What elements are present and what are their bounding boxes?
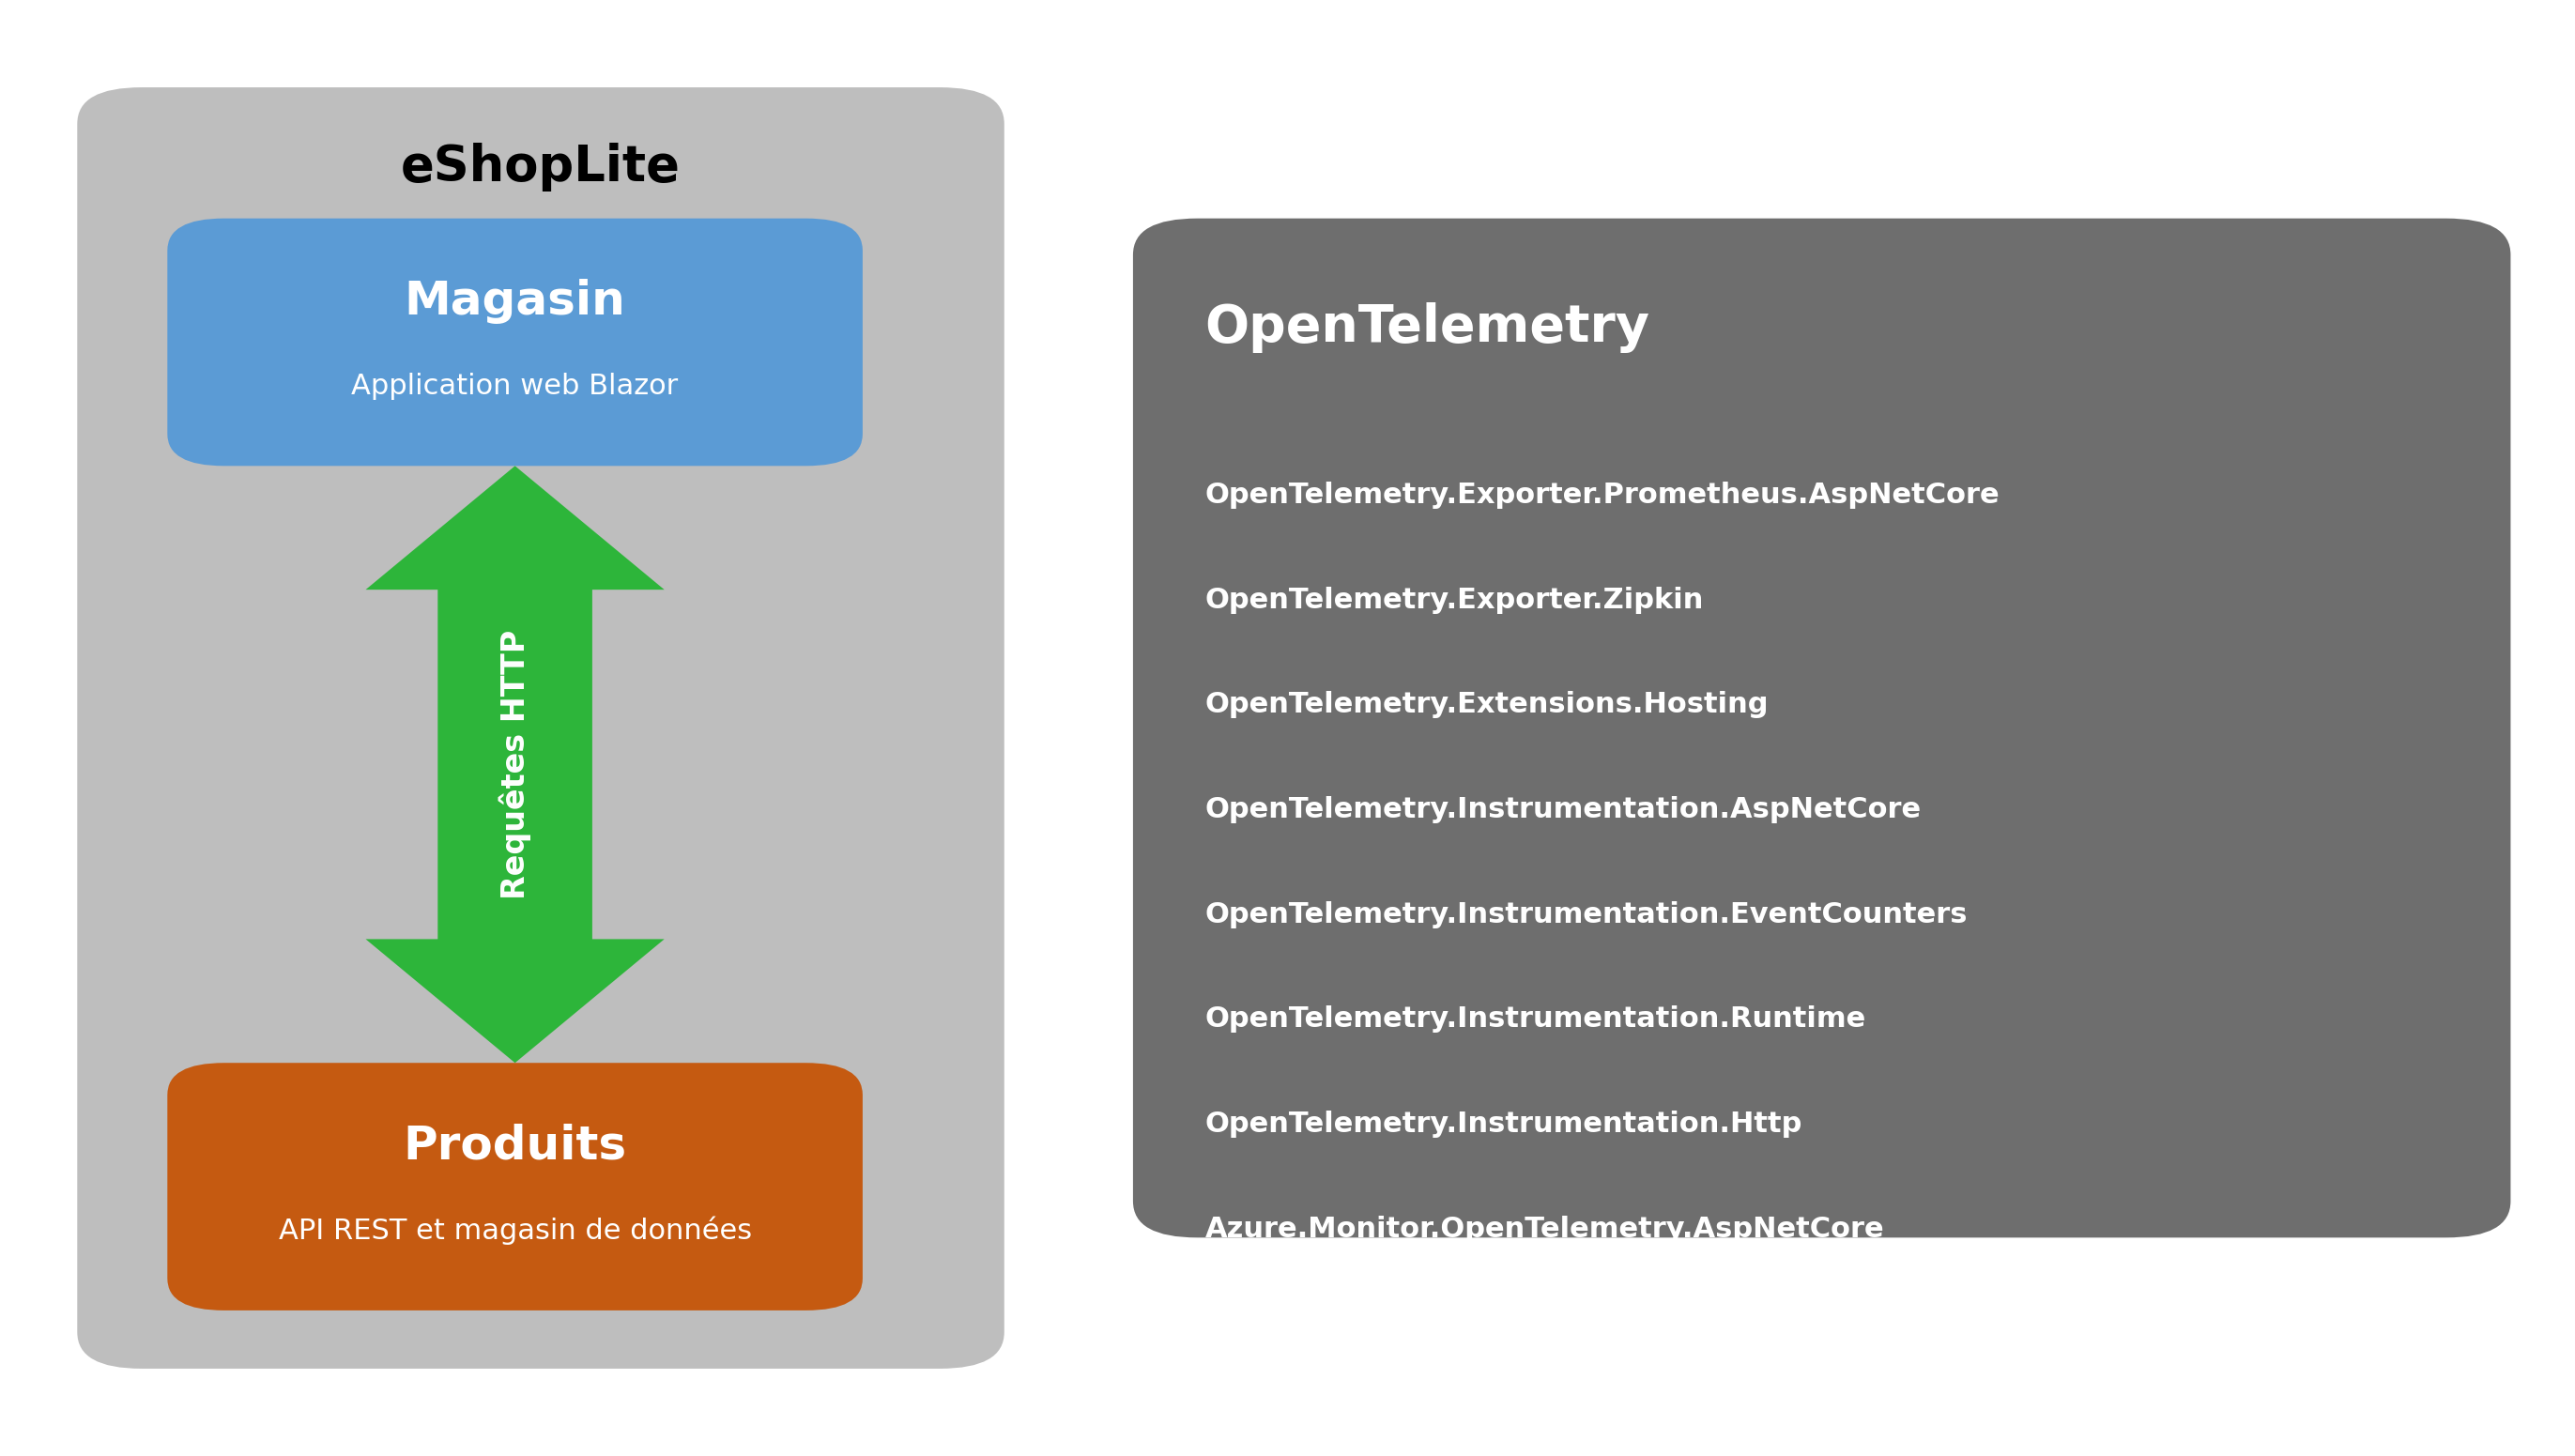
Text: OpenTelemetry.Instrumentation.Http: OpenTelemetry.Instrumentation.Http <box>1205 1111 1802 1137</box>
Text: eShopLite: eShopLite <box>402 143 680 192</box>
Text: Application web Blazor: Application web Blazor <box>353 373 677 399</box>
FancyBboxPatch shape <box>167 218 863 466</box>
Text: Produits: Produits <box>404 1124 626 1168</box>
Text: OpenTelemetry.Instrumentation.Runtime: OpenTelemetry.Instrumentation.Runtime <box>1205 1006 1867 1032</box>
Text: OpenTelemetry: OpenTelemetry <box>1205 303 1651 352</box>
Text: Requêtes HTTP: Requêtes HTTP <box>500 629 530 900</box>
Text: OpenTelemetry.Instrumentation.EventCounters: OpenTelemetry.Instrumentation.EventCount… <box>1205 901 1967 927</box>
FancyBboxPatch shape <box>167 1063 863 1310</box>
Text: Magasin: Magasin <box>404 280 626 323</box>
Text: OpenTelemetry.Extensions.Hosting: OpenTelemetry.Extensions.Hosting <box>1205 692 1769 718</box>
FancyBboxPatch shape <box>77 87 1004 1369</box>
Text: OpenTelemetry.Exporter.Zipkin: OpenTelemetry.Exporter.Zipkin <box>1205 587 1705 613</box>
Text: Azure.Monitor.OpenTelemetry.AspNetCore: Azure.Monitor.OpenTelemetry.AspNetCore <box>1205 1216 1885 1242</box>
Text: OpenTelemetry.Exporter.Prometheus.AspNetCore: OpenTelemetry.Exporter.Prometheus.AspNet… <box>1205 482 2001 508</box>
Text: OpenTelemetry.Instrumentation.AspNetCore: OpenTelemetry.Instrumentation.AspNetCore <box>1205 796 1921 823</box>
Text: API REST et magasin de données: API REST et magasin de données <box>278 1216 752 1245</box>
Polygon shape <box>366 466 664 1063</box>
FancyBboxPatch shape <box>1133 218 2511 1238</box>
